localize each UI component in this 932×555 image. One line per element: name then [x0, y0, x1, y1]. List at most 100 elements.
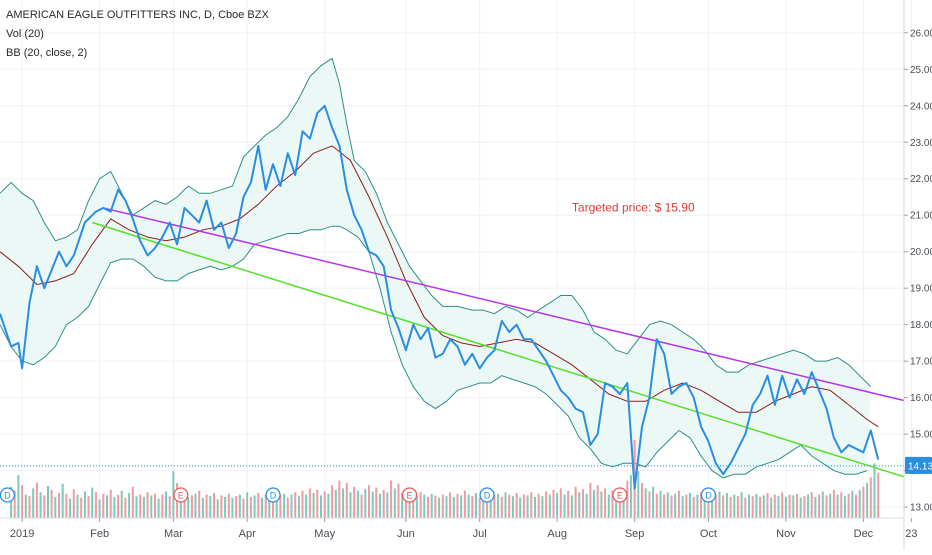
volume-bar-165 — [618, 494, 621, 518]
volume-bar-212 — [792, 495, 795, 518]
volume-bar-148 — [556, 493, 559, 518]
volume-bar-202 — [755, 493, 758, 518]
volume-bar-187 — [700, 492, 702, 518]
volume-bar-112 — [423, 494, 426, 518]
volume-bar-73 — [279, 495, 282, 518]
volume-bar-96 — [364, 489, 367, 518]
volume-bar-195 — [729, 496, 732, 518]
volume-bar-173 — [648, 491, 651, 518]
volume-bar-11 — [50, 489, 53, 518]
volume-bar-158 — [593, 489, 595, 518]
x-tick-label-4: May — [314, 528, 335, 540]
volume-bar-192 — [718, 491, 721, 518]
event-marker-circle-5 — [612, 487, 628, 503]
volume-bar-163 — [611, 490, 614, 518]
volume-bar-159 — [596, 485, 599, 518]
volume-bar-7 — [35, 482, 38, 518]
volume-bar-68 — [261, 497, 263, 518]
volume-bar-48 — [187, 496, 190, 518]
volume-bar-84 — [320, 495, 322, 518]
volume-bar-184 — [689, 493, 691, 518]
volume-bar-101 — [382, 489, 385, 518]
volume-bar-120 — [452, 496, 455, 518]
volume-bar-181 — [677, 490, 680, 518]
volume-bar-89 — [338, 480, 341, 518]
x-tick-label-2: Mar — [164, 528, 183, 540]
volume-bar-135 — [508, 494, 511, 518]
y-tick-label-9: 22.00 — [910, 174, 932, 185]
volume-bar-175 — [655, 493, 658, 518]
volume-bar-34 — [135, 496, 138, 518]
volume-bar-60 — [231, 497, 234, 518]
volume-bar-218 — [814, 496, 817, 518]
x-tick-label-3: Apr — [239, 528, 256, 540]
volume-bar-114 — [430, 493, 433, 518]
volume-bar-75 — [286, 497, 289, 518]
volume-bar-79 — [301, 490, 304, 518]
legend-volume[interactable]: Vol (20) — [6, 28, 44, 40]
volume-bar-69 — [264, 494, 267, 518]
y-tick-label-5: 18.00 — [910, 320, 932, 331]
volume-bar-86 — [327, 493, 330, 518]
legend-bollinger[interactable]: BB (20, close, 2) — [6, 47, 88, 59]
x-tick-label-8: Sep — [625, 528, 645, 540]
y-tick-label-6: 19.00 — [910, 284, 932, 295]
volume-bar-140 — [526, 495, 529, 518]
event-marker-0: D — [0, 487, 16, 503]
volume-bar-141 — [530, 492, 533, 518]
volume-bar-108 — [408, 494, 411, 518]
volume-bar-204 — [762, 495, 765, 518]
volume-bar-130 — [489, 491, 492, 518]
legend-symbol[interactable]: AMERICAN EAGLE OUTFITTERS INC, D, Cboe B… — [6, 9, 269, 21]
volume-bar-32 — [128, 493, 131, 518]
volume-bar-2 — [17, 475, 20, 518]
volume-bar-25 — [102, 493, 105, 518]
volume-bar-98 — [371, 491, 374, 518]
event-marker-6: D — [700, 487, 717, 503]
volume-bar-35 — [139, 494, 142, 518]
volume-bar-207 — [773, 494, 776, 518]
volume-bar-215 — [803, 496, 806, 518]
volume-bar-139 — [522, 494, 525, 518]
volume-bar-38 — [150, 495, 153, 518]
volume-bar-30 — [120, 490, 123, 518]
y-tick-label-11: 24.00 — [910, 101, 932, 112]
volume-bar-132 — [497, 493, 500, 518]
event-marker-circle-0 — [0, 487, 16, 503]
volume-bar-231 — [862, 486, 865, 518]
volume-bar-82 — [312, 493, 315, 518]
y-tick-label-13: 26.00 — [910, 28, 932, 39]
volume-bar-233 — [869, 477, 872, 518]
volume-bar-162 — [607, 494, 610, 518]
y-tick-label-10: 23.00 — [910, 138, 932, 149]
volume-bar-104 — [393, 488, 396, 518]
volume-bar-87 — [331, 485, 334, 518]
volume-bar-155 — [582, 489, 584, 518]
volume-bar-227 — [847, 493, 850, 518]
volume-bar-122 — [460, 495, 463, 518]
volume-bar-22 — [91, 487, 94, 518]
volume-bar-51 — [198, 490, 201, 518]
volume-bar-80 — [305, 494, 308, 518]
volume-bar-221 — [825, 495, 828, 518]
volume-bar-201 — [751, 496, 754, 518]
volume-bar-24 — [98, 499, 101, 518]
volume-bar-59 — [227, 493, 230, 518]
volume-bar-93 — [353, 486, 356, 518]
volume-bar-26 — [106, 495, 108, 518]
x-tick-label-12: 23 — [905, 528, 917, 540]
volume-bar-213 — [796, 493, 798, 518]
event-marker-label-3: E — [407, 491, 413, 501]
volume-bar-95 — [360, 494, 363, 518]
volume-bar-190 — [711, 489, 714, 518]
volume-bar-151 — [567, 490, 570, 518]
volume-bar-119 — [449, 492, 452, 518]
volume-bar-156 — [585, 493, 588, 518]
volume-bar-205 — [766, 493, 769, 518]
volume-bar-234 — [873, 463, 876, 518]
volume-bar-15 — [65, 493, 68, 518]
volume-bar-138 — [519, 497, 522, 518]
x-tick-label-6: Jul — [473, 528, 487, 540]
